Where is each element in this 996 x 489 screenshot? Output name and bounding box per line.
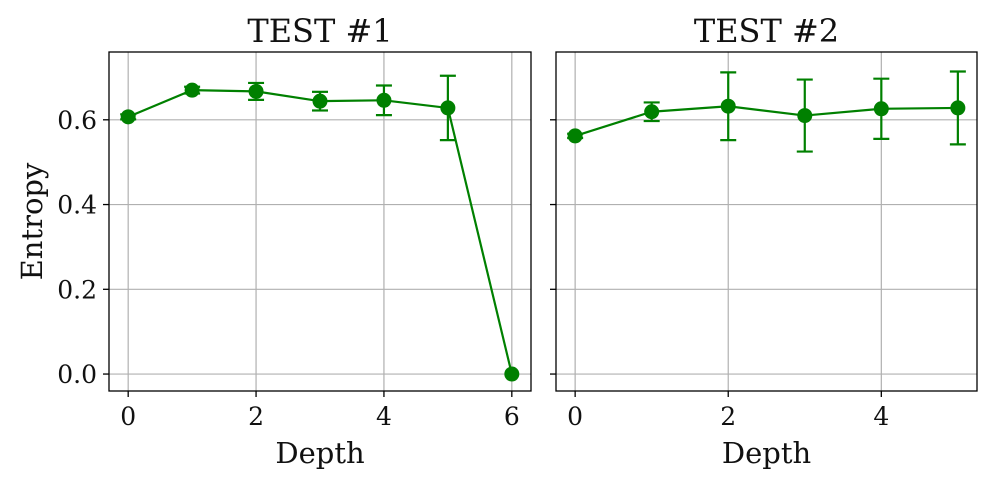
data-point (873, 101, 889, 117)
data-point (248, 83, 264, 99)
axes-frame (108, 51, 532, 392)
data-point (184, 82, 200, 98)
data-point (440, 100, 456, 116)
grid-layer (556, 52, 977, 391)
x-axis-label: Depth (275, 436, 364, 470)
data-point (720, 98, 736, 114)
data-point (120, 109, 136, 125)
panel-title: TEST #2 (694, 12, 839, 50)
series-layer (567, 70, 966, 153)
frame-layer (108, 51, 532, 392)
x-tick-label: 2 (720, 402, 736, 431)
data-point (504, 366, 520, 382)
panel-test-2: TEST #2 Depth 0 2 4 (550, 12, 978, 470)
y-tick-label: 0.4 (57, 191, 97, 220)
y-tick-label: 0.6 (57, 106, 97, 135)
y-tick-label: 0.2 (57, 275, 97, 304)
panel-test-1: TEST #1 Depth Entropy 0 2 4 6 0.0 0.2 0.4 0.6 (15, 12, 532, 470)
series-line (574, 105, 958, 137)
data-point (950, 100, 966, 116)
data-point (644, 104, 660, 120)
x-tick-label: 0 (567, 402, 583, 431)
ticks-layer: 0 2 4 (550, 119, 889, 431)
x-tick-label: 2 (248, 402, 264, 431)
data-point (797, 108, 813, 124)
data-point (376, 92, 392, 108)
frame-layer (555, 51, 978, 392)
ticks-layer: 0 2 4 6 0.0 0.2 0.4 0.6 (57, 106, 520, 431)
axes-frame (555, 51, 978, 392)
y-tick-label: 0.0 (57, 360, 97, 389)
panel-title: TEST #1 (247, 12, 392, 50)
data-point (567, 128, 583, 144)
x-tick-label: 4 (873, 402, 889, 431)
x-tick-label: 6 (504, 402, 520, 431)
x-tick-label: 0 (120, 402, 136, 431)
series-line (127, 89, 513, 375)
x-axis-label: Depth (722, 436, 811, 470)
x-tick-label: 4 (376, 402, 392, 431)
data-point (312, 93, 328, 109)
series-layer (120, 74, 520, 382)
y-axis-label: Entropy (15, 162, 49, 280)
